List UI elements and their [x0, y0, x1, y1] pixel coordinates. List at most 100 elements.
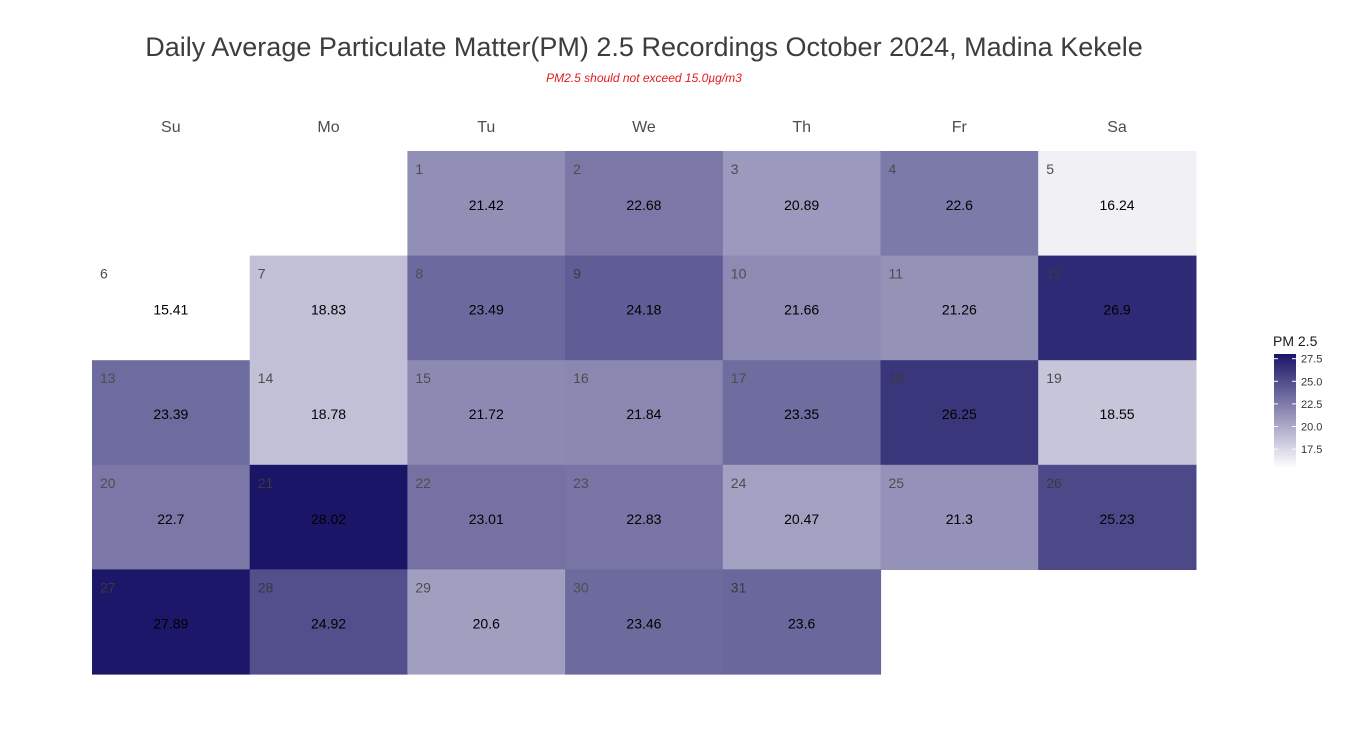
day-number: 25: [889, 475, 905, 491]
day-value: 16.24: [1100, 197, 1135, 213]
day-cell-fill: [92, 464, 251, 570]
day-cell-fill: [249, 569, 408, 675]
day-cell: 30 23.46: [565, 569, 724, 675]
day-value: 22.6: [946, 197, 973, 213]
day-number: 9: [573, 266, 581, 282]
day-number: 24: [731, 475, 747, 491]
day-number: 11: [889, 266, 904, 282]
day-cell-fill: [722, 255, 882, 361]
day-cell-fill: [407, 360, 566, 466]
day-cell-fill: [722, 151, 882, 257]
day-value: 23.46: [626, 615, 661, 631]
day-cell: 121.42: [407, 151, 566, 257]
weekday-label: Fr: [952, 119, 968, 136]
day-cell-fill: [722, 464, 882, 570]
legend-tick-label: 25.0: [1301, 376, 1322, 388]
day-value: 21.84: [626, 406, 661, 422]
chart-title: Daily Average Particulate Matter(PM) 2.5…: [145, 32, 1143, 62]
day-value: 21.66: [784, 302, 819, 318]
day-cell-fill: [92, 255, 251, 361]
day-cell-fill: [249, 360, 408, 466]
day-cell: 14 18.78: [249, 360, 408, 466]
day-value: 24.18: [626, 302, 661, 318]
day-cell: 22 23.01: [407, 464, 566, 570]
day-cell: 27 27.89: [92, 569, 251, 675]
day-number: 28: [258, 579, 274, 595]
day-value: 18.55: [1100, 406, 1135, 422]
day-number: 19: [1046, 370, 1062, 386]
day-cell: 11 21.26: [880, 255, 1039, 361]
day-value: 23.39: [153, 406, 188, 422]
day-value: 24.92: [311, 615, 346, 631]
weekday-label: We: [632, 119, 656, 136]
day-number: 3: [731, 161, 739, 177]
day-number: 10: [731, 266, 747, 282]
day-cell: 320.89: [722, 151, 882, 257]
day-cell: 15 21.72: [407, 360, 566, 466]
day-cell: 21 28.02: [249, 464, 408, 570]
day-cell: 823.49: [407, 255, 566, 361]
day-cell: 19 18.55: [1038, 360, 1197, 466]
day-value: 23.6: [788, 615, 815, 631]
legend-tick-label: 22.5: [1301, 399, 1322, 411]
weekday-header: Su Mo Tu We Th Fr Sa: [161, 119, 1127, 136]
day-value: 21.42: [469, 197, 504, 213]
day-cell-fill: [407, 464, 566, 570]
day-value: 28.02: [311, 511, 346, 527]
weekday-label: Th: [792, 119, 811, 136]
day-cell-fill: [565, 255, 724, 361]
day-number: 12: [1046, 266, 1062, 282]
legend-colorbar: [1274, 354, 1296, 468]
day-value: 15.41: [153, 302, 188, 318]
day-value: 23.49: [469, 302, 504, 318]
weekday-label: Sa: [1107, 119, 1127, 136]
day-value: 20.6: [473, 615, 500, 631]
day-cell-fill: [722, 569, 882, 675]
day-number: 2: [573, 161, 581, 177]
legend-title: PM 2.5: [1273, 333, 1318, 349]
day-cell-fill: [1038, 255, 1197, 361]
day-number: 17: [731, 370, 747, 386]
day-value: 23.01: [469, 511, 504, 527]
day-value: 21.3: [946, 511, 973, 527]
day-number: 13: [100, 370, 116, 386]
day-cell: 718.83: [249, 255, 408, 361]
day-number: 7: [258, 266, 266, 282]
day-value: 18.78: [311, 406, 346, 422]
day-cell-fill: [1038, 360, 1197, 466]
day-number: 14: [258, 370, 274, 386]
day-number: 4: [889, 161, 897, 177]
day-value: 21.72: [469, 406, 504, 422]
day-cell-fill: [92, 360, 251, 466]
calendar-cells: 121.42222.68320.89422.6516.24615.41718.8…: [92, 151, 1197, 675]
day-cell: 12 26.9: [1038, 255, 1197, 361]
day-value: 20.89: [784, 197, 819, 213]
day-cell-fill: [1038, 151, 1197, 257]
day-cell-fill: [92, 569, 251, 675]
day-value: 22.7: [157, 511, 184, 527]
day-cell-fill: [880, 360, 1039, 466]
day-cell-fill: [407, 151, 566, 257]
day-cell-fill: [565, 151, 724, 257]
day-number: 18: [889, 370, 905, 386]
day-value: 26.25: [942, 406, 977, 422]
day-number: 8: [415, 266, 423, 282]
day-cell: 422.6: [880, 151, 1039, 257]
day-cell: 924.18: [565, 255, 724, 361]
day-cell-fill: [722, 360, 882, 466]
day-cell: 516.24: [1038, 151, 1197, 257]
weekday-label: Tu: [477, 119, 495, 136]
day-value: 25.23: [1100, 511, 1135, 527]
day-cell-fill: [249, 255, 408, 361]
day-cell: 10 21.66: [722, 255, 882, 361]
day-number: 6: [100, 266, 108, 282]
legend-tick-label: 20.0: [1301, 422, 1322, 434]
day-cell-fill: [565, 569, 724, 675]
day-cell: 26 25.23: [1038, 464, 1197, 570]
day-cell: 20 22.7: [92, 464, 251, 570]
day-number: 16: [573, 370, 589, 386]
day-cell-fill: [1038, 464, 1197, 570]
day-cell: 23 22.83: [565, 464, 724, 570]
day-number: 21: [258, 475, 274, 491]
